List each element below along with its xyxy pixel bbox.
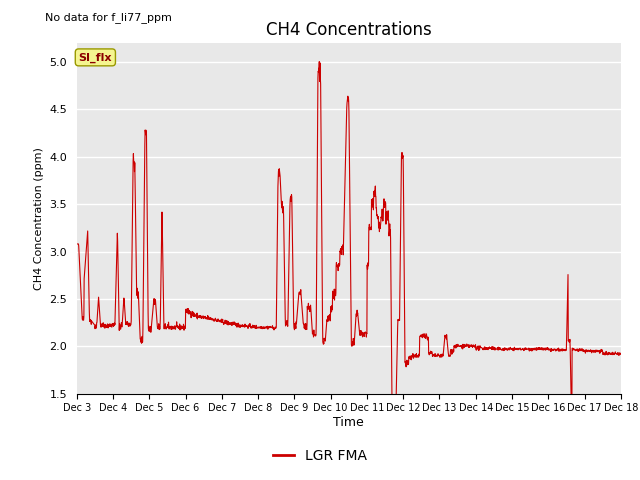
Legend: LGR FMA: LGR FMA <box>268 443 372 468</box>
Y-axis label: CH4 Concentration (ppm): CH4 Concentration (ppm) <box>34 147 44 290</box>
Text: SI_flx: SI_flx <box>79 52 112 62</box>
Title: CH4 Concentrations: CH4 Concentrations <box>266 21 431 39</box>
Text: No data for f_li77_ppm: No data for f_li77_ppm <box>45 12 172 23</box>
X-axis label: Time: Time <box>333 416 364 429</box>
